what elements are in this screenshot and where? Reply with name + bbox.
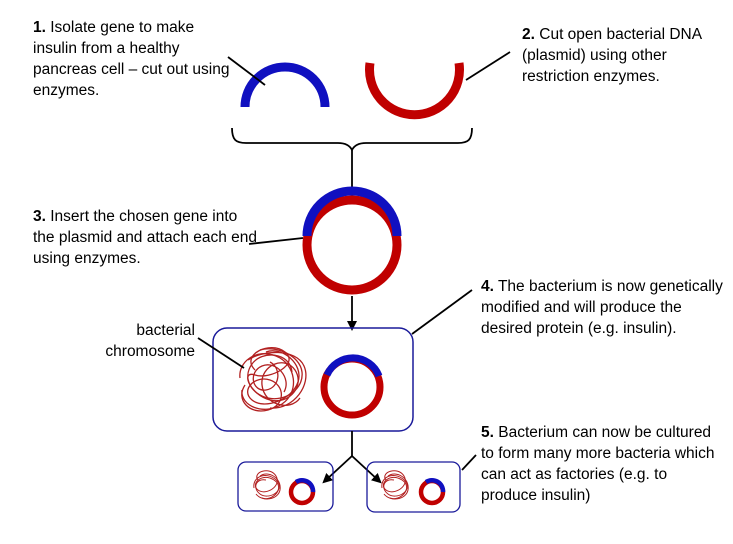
step-4-leader	[411, 289, 473, 335]
recombinant-plasmid-red	[302, 195, 402, 295]
combine-brace	[231, 127, 473, 153]
arrow-to-left-daughter	[322, 455, 353, 484]
step-4-text: 4. The bacterium is now genetically modi…	[481, 278, 723, 337]
step-2-leader	[465, 51, 511, 81]
daughter-left-plasmid-red	[288, 478, 316, 506]
daughter-right-plasmid-gene	[424, 477, 446, 493]
daughter-right-chromosome	[381, 470, 409, 500]
daughter-right-plasmid-red	[418, 478, 446, 506]
chromosome-label-line2: chromosome	[105, 343, 195, 360]
isolated-gene-arc	[240, 62, 330, 108]
modified-bacterium-cell	[212, 327, 414, 432]
daughter-left-chromosome	[253, 470, 281, 500]
step-1-text: 1. Isolate gene to make insulin from a h…	[33, 19, 230, 99]
arrow-to-right-daughter	[351, 455, 382, 484]
bacterial-chromosome-tangle	[239, 347, 307, 412]
chromosome-label-line1: bacterial	[136, 322, 195, 339]
daughter-bacterium-right	[366, 461, 461, 513]
chromosome-label-leader	[197, 337, 245, 369]
daughter-bacterium-left	[237, 461, 334, 512]
opened-plasmid-arc	[365, 62, 464, 120]
step-3-text: 3. Insert the chosen gene into the plasm…	[33, 208, 258, 267]
bacterium-plasmid-red	[320, 355, 384, 419]
step-2-text: 2. Cut open bacterial DNA (plasmid) usin…	[522, 26, 702, 85]
recombinant-plasmid-gene	[302, 186, 402, 237]
step-5-leader	[461, 454, 477, 471]
bacterium-plasmid-gene	[323, 354, 383, 378]
bacterial-chromosome-label: bacterial chromosome	[80, 320, 195, 362]
step-5-text: 5. Bacterium can now be cultured to form…	[481, 424, 715, 504]
daughter-left-plasmid-gene	[294, 477, 316, 493]
